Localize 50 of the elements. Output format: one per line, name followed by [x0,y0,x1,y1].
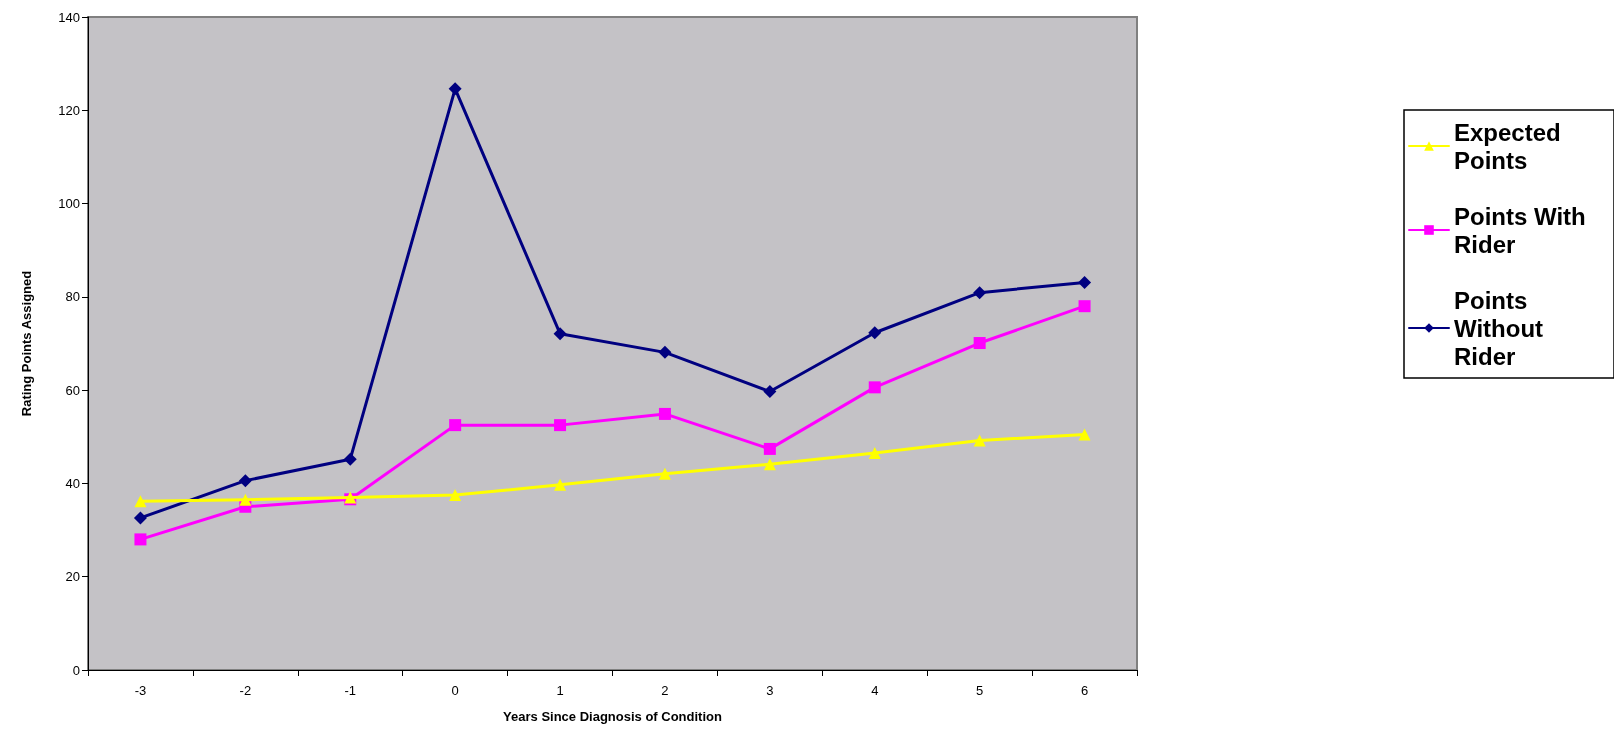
x-tick-label: 4 [871,683,879,698]
point [973,337,986,350]
point [973,286,987,300]
point [1078,428,1091,441]
y-tick-label: 0 [72,662,80,678]
x-tick-label: -3 [134,683,147,698]
point [868,381,881,394]
x-tick-label: -1 [344,683,357,698]
point [134,495,147,508]
point [658,407,671,420]
point [868,447,881,460]
point [554,419,567,432]
x-tick-label: 0 [451,683,459,698]
point [1078,300,1091,313]
point [554,478,567,491]
x-tick-label: -2 [239,683,252,698]
point [449,419,462,432]
y-tick-label: 120 [58,102,80,118]
point [763,385,777,399]
y-tick-label: 100 [58,196,80,212]
y-tick-label: 20 [65,569,80,585]
x-tick-label: 3 [766,683,774,698]
point [1078,275,1092,289]
point [553,327,567,341]
point [238,474,252,488]
point [658,345,672,359]
point [658,467,671,480]
point [239,493,252,506]
point [868,326,882,340]
x-tick-label: 6 [1080,683,1089,698]
point [343,452,357,466]
legend-label: Points With Rider [1454,202,1593,258]
legend-label: Points Without Rider [1454,286,1550,370]
point [763,442,776,455]
x-tick-label: 1 [556,683,564,698]
point [973,434,986,447]
y-tick-label: 40 [65,475,80,491]
y-tick-label: 60 [65,382,80,398]
y-axis-title: Rating Points Assigned [19,270,34,417]
point [134,533,147,546]
y-tick-label: 140 [58,9,80,25]
point [133,511,147,525]
legend-label: Expected Points [1454,118,1568,174]
point [763,458,776,471]
point [448,82,462,96]
y-tick-label: 80 [65,289,80,305]
x-axis-title: Years Since Diagnosis of Condition [503,709,722,724]
point [449,489,462,502]
x-tick-label: 5 [976,683,984,698]
x-tick-label: 2 [661,683,669,698]
